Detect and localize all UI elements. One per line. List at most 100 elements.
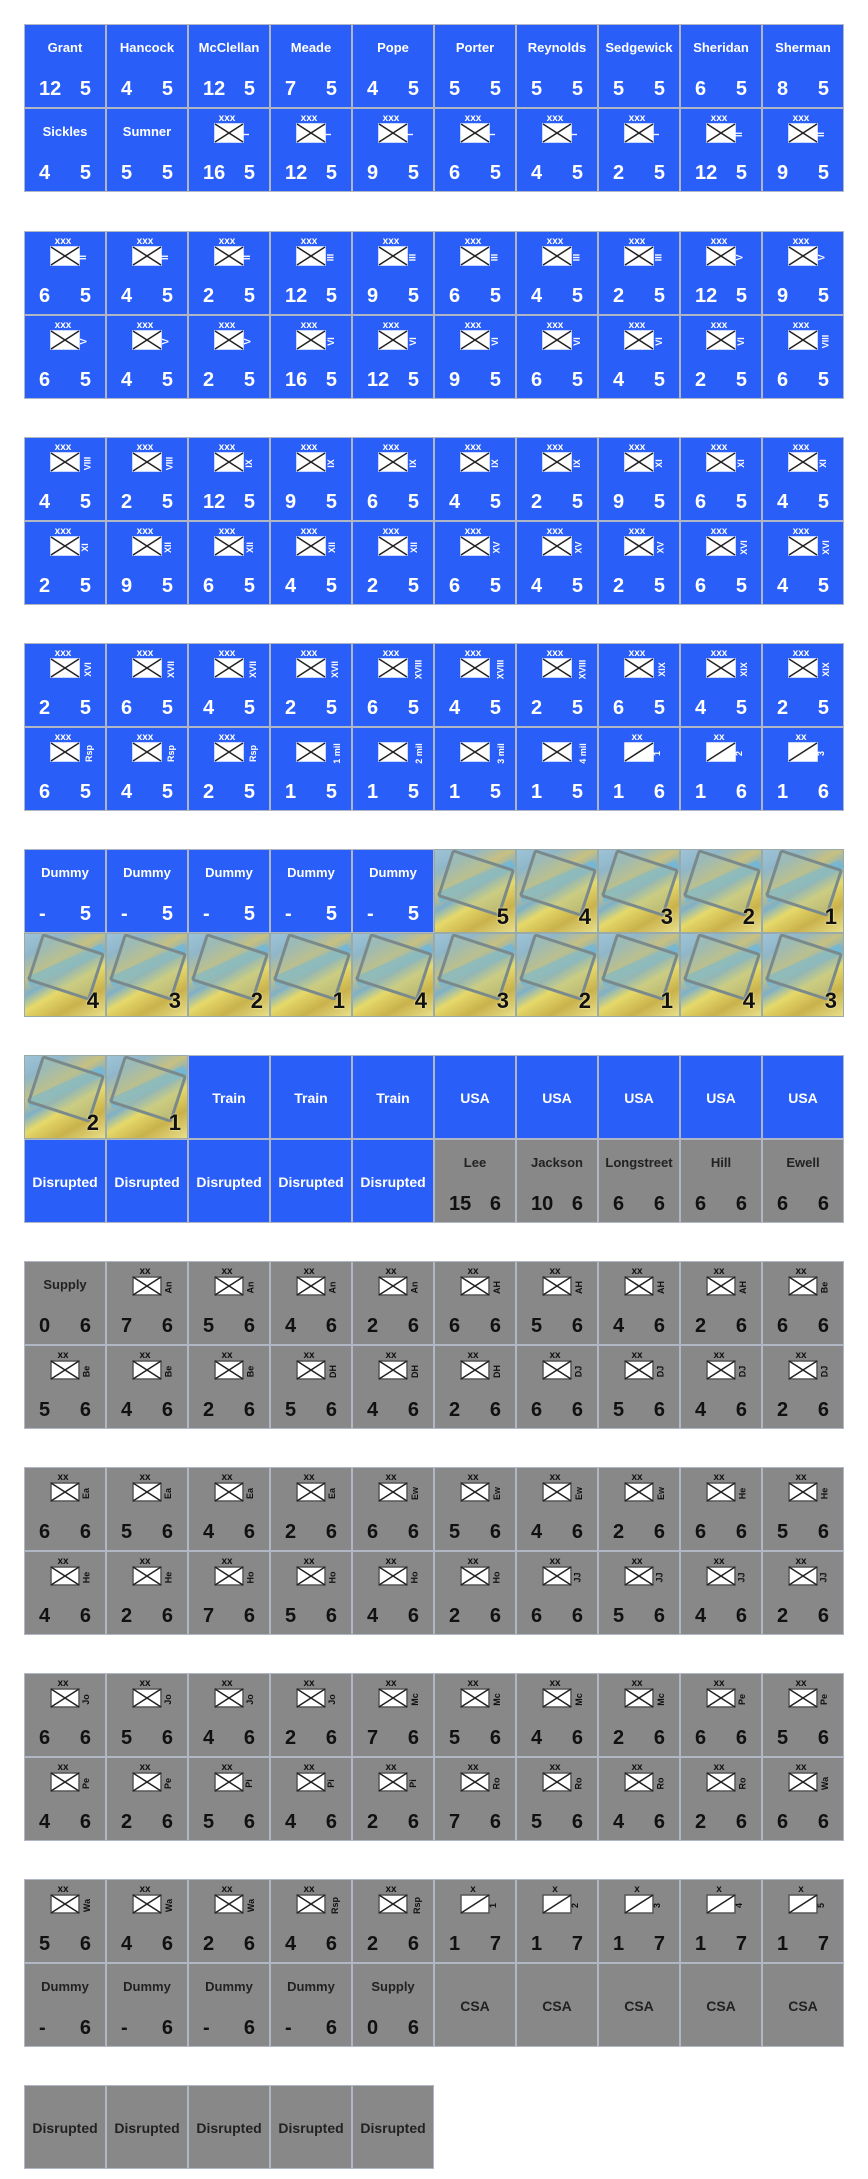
csa-unit-counter[interactable]: xx Mc 5 6 <box>434 1673 516 1757</box>
usa-unit-counter[interactable]: xxx XVII 6 5 <box>106 643 188 727</box>
csa-unit-counter[interactable]: xx Pi 5 6 <box>188 1757 270 1841</box>
csa-unit-counter[interactable]: xx AH 5 6 <box>516 1261 598 1345</box>
usa-unit-counter[interactable]: xxx Rsp 6 5 <box>24 727 106 811</box>
csa-label-counter[interactable]: CSA <box>762 1963 844 2047</box>
csa-unit-counter[interactable]: xx Ro 7 6 <box>434 1757 516 1841</box>
usa-unit-counter[interactable]: xxx V 4 5 <box>106 315 188 399</box>
csa-leader-counter[interactable]: Dummy - 6 <box>270 1963 352 2047</box>
usa-unit-counter[interactable]: xxx XII 4 5 <box>270 521 352 605</box>
usa-unit-counter[interactable]: xxx XI 9 5 <box>598 437 680 521</box>
usa-label-counter[interactable]: USA <box>680 1055 762 1139</box>
usa-unit-counter[interactable]: xxx VI 2 5 <box>680 315 762 399</box>
csa-unit-counter[interactable]: xx Jo 2 6 <box>270 1673 352 1757</box>
usa-leader-counter[interactable]: Meade 7 5 <box>270 24 352 108</box>
csa-unit-counter[interactable]: xx He 6 6 <box>680 1467 762 1551</box>
usa-unit-counter[interactable]: xxx XIX 2 5 <box>762 643 844 727</box>
csa-unit-counter[interactable]: xx An 2 6 <box>352 1261 434 1345</box>
csa-unit-counter[interactable]: xx DJ 2 6 <box>762 1345 844 1429</box>
csa-leader-counter[interactable]: Hill 6 6 <box>680 1139 762 1223</box>
fortification-counter[interactable]: 1 <box>106 1055 188 1139</box>
fortification-counter[interactable]: 3 <box>434 933 516 1017</box>
csa-unit-counter[interactable]: xx DJ 6 6 <box>516 1345 598 1429</box>
csa-unit-counter[interactable]: xx AH 2 6 <box>680 1261 762 1345</box>
usa-unit-counter[interactable]: xxx XVI 6 5 <box>680 521 762 605</box>
fortification-counter[interactable]: 2 <box>680 849 762 933</box>
usa-unit-counter[interactable]: xxx IX 6 5 <box>352 437 434 521</box>
usa-unit-counter[interactable]: xxx II 4 5 <box>106 231 188 315</box>
fortification-counter[interactable]: 4 <box>352 933 434 1017</box>
csa-unit-counter[interactable]: xx Ew 6 6 <box>352 1467 434 1551</box>
usa-unit-counter[interactable]: xxx Rsp 2 5 <box>188 727 270 811</box>
usa-unit-counter[interactable]: xxx II 12 5 <box>680 108 762 192</box>
csa-unit-counter[interactable]: xx Wa 4 6 <box>106 1879 188 1963</box>
usa-leader-counter[interactable]: Dummy - 5 <box>270 849 352 933</box>
csa-leader-counter[interactable]: Jackson 10 6 <box>516 1139 598 1223</box>
usa-unit-counter[interactable]: xxx XVI 2 5 <box>24 643 106 727</box>
csa-cav-counter[interactable]: x 2 1 7 <box>516 1879 598 1963</box>
csa-unit-counter[interactable]: xx Ea 6 6 <box>24 1467 106 1551</box>
csa-unit-counter[interactable]: xx AH 6 6 <box>434 1261 516 1345</box>
csa-unit-counter[interactable]: xx Ho 7 6 <box>188 1551 270 1635</box>
csa-unit-counter[interactable]: xx Pe 4 6 <box>24 1757 106 1841</box>
usa-unit-counter[interactable]: 2 mil 1 5 <box>352 727 434 811</box>
usa-unit-counter[interactable]: xxx IX 9 5 <box>270 437 352 521</box>
usa-unit-counter[interactable]: xxx I 6 5 <box>434 108 516 192</box>
usa-leader-counter[interactable]: Grant 12 5 <box>24 24 106 108</box>
usa-unit-counter[interactable]: xxx XI 2 5 <box>24 521 106 605</box>
usa-cav-counter[interactable]: xx 1 1 6 <box>598 727 680 811</box>
usa-label-counter[interactable]: USA <box>598 1055 680 1139</box>
usa-unit-counter[interactable]: xxx I 12 5 <box>270 108 352 192</box>
usa-unit-counter[interactable]: xxx V 12 5 <box>680 231 762 315</box>
fortification-counter[interactable]: 3 <box>106 933 188 1017</box>
csa-unit-counter[interactable]: xx Wa 2 6 <box>188 1879 270 1963</box>
usa-unit-counter[interactable]: xxx I 2 5 <box>598 108 680 192</box>
csa-unit-counter[interactable]: xx Ew 5 6 <box>434 1467 516 1551</box>
usa-unit-counter[interactable]: xxx VIII 6 5 <box>762 315 844 399</box>
csa-unit-counter[interactable]: xx Rsp 4 6 <box>270 1879 352 1963</box>
csa-label-counter[interactable]: Disrupted <box>106 2085 188 2169</box>
usa-unit-counter[interactable]: xxx XVIII 6 5 <box>352 643 434 727</box>
csa-cav-counter[interactable]: x 1 1 7 <box>434 1879 516 1963</box>
usa-unit-counter[interactable]: xxx Rsp 4 5 <box>106 727 188 811</box>
usa-leader-counter[interactable]: McClellan 12 5 <box>188 24 270 108</box>
csa-unit-counter[interactable]: xx Ho 4 6 <box>352 1551 434 1635</box>
csa-unit-counter[interactable]: xx An 5 6 <box>188 1261 270 1345</box>
usa-leader-counter[interactable]: Dummy - 5 <box>352 849 434 933</box>
usa-unit-counter[interactable]: xxx VI 12 5 <box>352 315 434 399</box>
csa-unit-counter[interactable]: xx DH 2 6 <box>434 1345 516 1429</box>
csa-label-counter[interactable]: CSA <box>516 1963 598 2047</box>
csa-cav-counter[interactable]: x 5 1 7 <box>762 1879 844 1963</box>
usa-unit-counter[interactable]: xxx IX 4 5 <box>434 437 516 521</box>
csa-unit-counter[interactable]: xx He 2 6 <box>106 1551 188 1635</box>
csa-unit-counter[interactable]: xx Ro 2 6 <box>680 1757 762 1841</box>
csa-unit-counter[interactable]: xx AH 4 6 <box>598 1261 680 1345</box>
csa-unit-counter[interactable]: xx Pi 2 6 <box>352 1757 434 1841</box>
usa-leader-counter[interactable]: Sumner 5 5 <box>106 108 188 192</box>
csa-leader-counter[interactable]: Dummy - 6 <box>106 1963 188 2047</box>
usa-label-counter[interactable]: Disrupted <box>352 1139 434 1223</box>
csa-unit-counter[interactable]: xx Mc 4 6 <box>516 1673 598 1757</box>
usa-unit-counter[interactable]: xxx II 9 5 <box>762 108 844 192</box>
usa-unit-counter[interactable]: xxx XVII 2 5 <box>270 643 352 727</box>
fortification-counter[interactable]: 2 <box>24 1055 106 1139</box>
usa-leader-counter[interactable]: Sheridan 6 5 <box>680 24 762 108</box>
usa-unit-counter[interactable]: 1 mil 1 5 <box>270 727 352 811</box>
usa-unit-counter[interactable]: xxx VI 4 5 <box>598 315 680 399</box>
usa-label-counter[interactable]: Disrupted <box>188 1139 270 1223</box>
csa-leader-counter[interactable]: Lee 15 6 <box>434 1139 516 1223</box>
usa-leader-counter[interactable]: Sedgewick 5 5 <box>598 24 680 108</box>
csa-unit-counter[interactable]: xx DJ 4 6 <box>680 1345 762 1429</box>
usa-unit-counter[interactable]: xxx VI 16 5 <box>270 315 352 399</box>
usa-leader-counter[interactable]: Pope 4 5 <box>352 24 434 108</box>
csa-cav-counter[interactable]: x 4 1 7 <box>680 1879 762 1963</box>
csa-unit-counter[interactable]: xx Jo 4 6 <box>188 1673 270 1757</box>
fortification-counter[interactable]: 1 <box>762 849 844 933</box>
csa-label-counter[interactable]: CSA <box>598 1963 680 2047</box>
csa-unit-counter[interactable]: xx JJ 6 6 <box>516 1551 598 1635</box>
usa-leader-counter[interactable]: Sherman 8 5 <box>762 24 844 108</box>
fortification-counter[interactable]: 4 <box>516 849 598 933</box>
csa-unit-counter[interactable]: xx DJ 5 6 <box>598 1345 680 1429</box>
csa-unit-counter[interactable]: xx Ea 5 6 <box>106 1467 188 1551</box>
csa-unit-counter[interactable]: xx Be 5 6 <box>24 1345 106 1429</box>
csa-unit-counter[interactable]: xx Ho 2 6 <box>434 1551 516 1635</box>
